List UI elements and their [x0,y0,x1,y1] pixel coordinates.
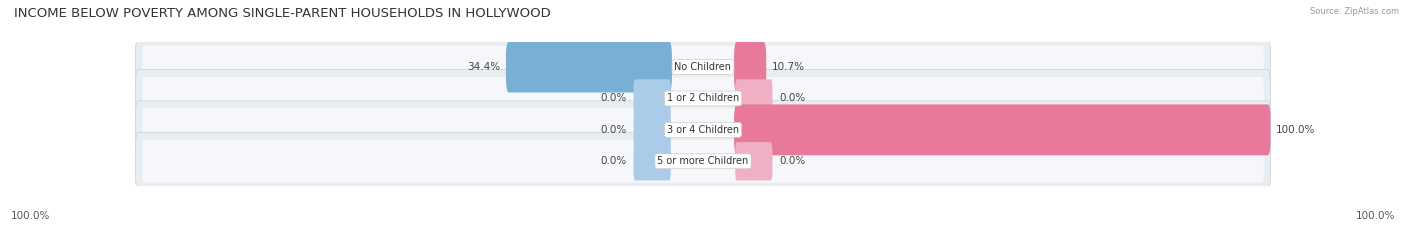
FancyBboxPatch shape [135,101,1271,159]
FancyBboxPatch shape [735,142,772,180]
Text: 10.7%: 10.7% [772,62,804,72]
FancyBboxPatch shape [135,132,1271,190]
FancyBboxPatch shape [734,104,1271,155]
Text: INCOME BELOW POVERTY AMONG SINGLE-PARENT HOUSEHOLDS IN HOLLYWOOD: INCOME BELOW POVERTY AMONG SINGLE-PARENT… [14,7,551,20]
FancyBboxPatch shape [634,79,671,118]
Text: 0.0%: 0.0% [600,156,627,166]
Text: 0.0%: 0.0% [600,125,627,135]
FancyBboxPatch shape [135,38,1271,96]
Text: 34.4%: 34.4% [467,62,501,72]
FancyBboxPatch shape [735,79,772,118]
Text: Source: ZipAtlas.com: Source: ZipAtlas.com [1310,7,1399,16]
FancyBboxPatch shape [135,69,1271,127]
FancyBboxPatch shape [142,45,1264,89]
Text: 1 or 2 Children: 1 or 2 Children [666,93,740,103]
FancyBboxPatch shape [634,142,671,180]
Text: 0.0%: 0.0% [779,93,806,103]
FancyBboxPatch shape [734,42,766,93]
FancyBboxPatch shape [142,140,1264,183]
Text: 3 or 4 Children: 3 or 4 Children [666,125,740,135]
FancyBboxPatch shape [142,108,1264,151]
Text: 100.0%: 100.0% [1277,125,1316,135]
FancyBboxPatch shape [506,42,672,93]
Text: 0.0%: 0.0% [779,156,806,166]
FancyBboxPatch shape [634,111,671,149]
Text: 5 or more Children: 5 or more Children [658,156,748,166]
Text: No Children: No Children [675,62,731,72]
FancyBboxPatch shape [142,77,1264,120]
Text: 100.0%: 100.0% [11,211,51,221]
Text: 0.0%: 0.0% [600,93,627,103]
Text: 100.0%: 100.0% [1355,211,1395,221]
